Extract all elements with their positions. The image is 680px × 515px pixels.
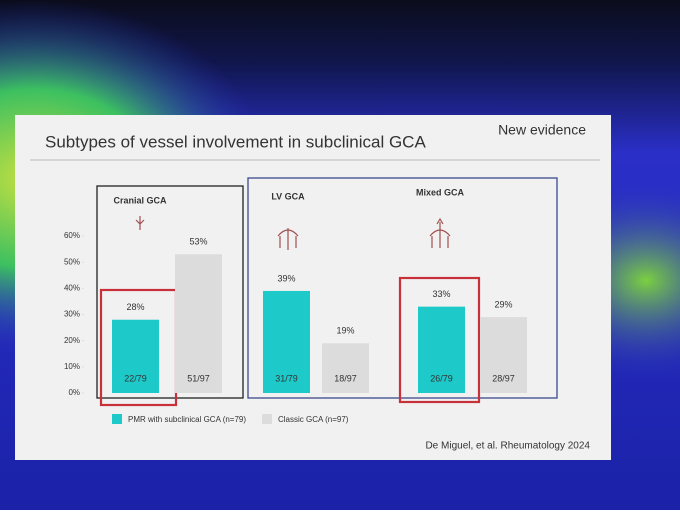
y-tick-label: 60% bbox=[64, 231, 80, 240]
cranial-box bbox=[96, 185, 244, 399]
legend-swatch bbox=[112, 414, 122, 424]
large-vessel-box bbox=[247, 177, 558, 399]
bar bbox=[175, 254, 222, 393]
count-label: 18/97 bbox=[334, 373, 357, 383]
y-tick-label: 30% bbox=[64, 310, 80, 319]
y-tick-label: 20% bbox=[64, 336, 80, 345]
category-label: LV GCA bbox=[271, 191, 305, 201]
value-label: 29% bbox=[494, 299, 512, 309]
slide-title: Subtypes of vessel involvement in subcli… bbox=[45, 132, 426, 151]
source: De Miguel, et al. Rheumatology 2024 bbox=[425, 441, 590, 452]
count-label: 22/79 bbox=[124, 373, 147, 383]
category-label: Cranial GCA bbox=[113, 195, 167, 205]
value-label: 39% bbox=[277, 273, 295, 283]
category-label: Mixed GCA bbox=[416, 187, 465, 197]
legend-label: Classic GCA (n=97) bbox=[278, 415, 349, 424]
count-label: 26/79 bbox=[430, 373, 453, 383]
vessel-icons bbox=[135, 216, 451, 250]
value-label: 19% bbox=[336, 326, 354, 336]
slide bbox=[15, 115, 611, 460]
bar bbox=[480, 317, 527, 393]
slide-tag: New evidence bbox=[498, 122, 586, 138]
count-label: 31/79 bbox=[275, 373, 298, 383]
bar bbox=[418, 306, 465, 393]
legend-label: PMR with subclinical GCA (n=79) bbox=[128, 415, 246, 424]
y-tick-label: 0% bbox=[68, 388, 80, 397]
value-label: 53% bbox=[189, 237, 207, 247]
bar bbox=[263, 290, 310, 393]
y-tick-label: 40% bbox=[64, 283, 80, 292]
value-label: 33% bbox=[432, 289, 450, 299]
legend-swatch bbox=[262, 414, 272, 424]
bar bbox=[112, 319, 159, 393]
bar bbox=[322, 343, 369, 393]
count-label: 51/97 bbox=[187, 373, 210, 383]
count-label: 28/97 bbox=[492, 373, 515, 383]
y-tick-label: 50% bbox=[64, 257, 80, 266]
value-label: 28% bbox=[126, 302, 144, 312]
highlight-box bbox=[398, 276, 481, 404]
y-tick-label: 10% bbox=[64, 362, 80, 371]
